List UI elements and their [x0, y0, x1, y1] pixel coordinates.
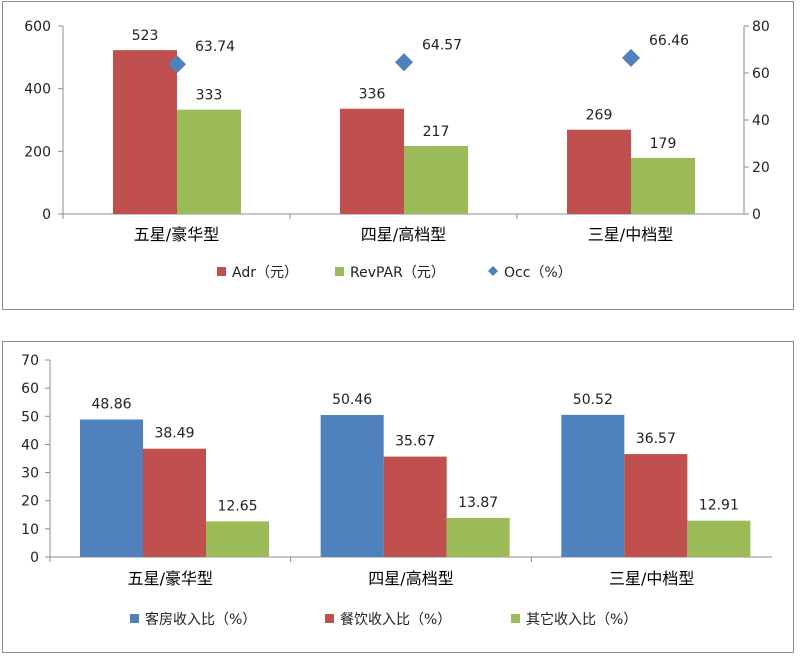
bar-revpar — [177, 109, 241, 214]
data-label-occ: 66.46 — [649, 33, 689, 49]
chart-panel-top: 0 200 400 600 0 20 40 60 80 五星/豪华型 523 333 63.74 四星/高… — [2, 1, 794, 310]
x-category-label: 三星/中档型 — [588, 225, 673, 244]
legend-swatch-room — [130, 614, 139, 623]
marker-occ — [395, 53, 413, 72]
y-tick-label: 40 — [21, 437, 39, 453]
bar-room — [561, 414, 625, 557]
y-tick-label-right: 20 — [752, 160, 770, 176]
y-tick-label-left: 600 — [24, 19, 51, 35]
data-label-room: 48.86 — [91, 396, 131, 412]
data-label-adr: 336 — [359, 87, 386, 103]
bar-food — [143, 448, 206, 557]
data-label-room: 50.52 — [573, 392, 613, 408]
bar-other — [206, 521, 269, 557]
y-tick-label: 20 — [21, 494, 39, 510]
x-category-label: 五星/豪华型 — [128, 569, 213, 588]
data-label-food: 36.57 — [636, 431, 676, 447]
x-category-label: 四星/高档型 — [368, 569, 453, 588]
bar-food — [383, 456, 447, 557]
legend-swatch-food — [325, 614, 334, 623]
marker-occ — [622, 48, 640, 67]
bar-adr — [567, 129, 631, 214]
y-tick-label: 0 — [30, 550, 39, 566]
marker-occ — [168, 55, 186, 74]
data-label-food: 38.49 — [154, 426, 194, 442]
data-label-occ: 64.57 — [422, 37, 462, 53]
data-label-adr: 269 — [586, 108, 613, 124]
y-tick-label: 60 — [21, 381, 39, 397]
y-tick-label: 30 — [21, 466, 39, 482]
x-category-label: 五星/豪华型 — [134, 225, 219, 244]
bar-adr — [340, 108, 404, 214]
data-label-other: 12.91 — [699, 498, 739, 514]
data-label-other: 12.65 — [217, 498, 257, 514]
y-tick-label: 50 — [21, 409, 39, 425]
data-label-revpar: 217 — [423, 124, 450, 140]
bar-room — [320, 414, 384, 557]
x-category-label: 四星/高档型 — [361, 225, 446, 244]
y-tick-label-right: 60 — [752, 66, 770, 82]
legend-swatch-other — [511, 614, 520, 623]
y-tick-label-left: 200 — [24, 144, 51, 160]
data-label-other: 13.87 — [458, 495, 498, 511]
hotel-revenue-ratio-chart: 0 10 20 30 40 50 60 70 五星/豪华型 48.86 38.49 12.65 四星/高… — [21, 353, 772, 628]
y-tick-label-right: 80 — [752, 19, 770, 35]
legend-swatch-revpar — [335, 267, 344, 276]
y-tick-label: 10 — [21, 522, 39, 538]
bar-adr — [113, 50, 177, 215]
legend-label: Occ（%） — [504, 265, 572, 281]
data-label-room: 50.46 — [332, 392, 372, 408]
y-tick-label-left: 400 — [24, 82, 51, 98]
hotel-adr-revpar-occ-chart: 0 200 400 600 0 20 40 60 80 五星/豪华型 523 333 63.74 四星/高… — [24, 19, 770, 281]
y-tick-label-right: 0 — [752, 207, 761, 223]
bar-room — [80, 419, 143, 557]
y-tick-label-right: 40 — [752, 113, 770, 129]
bar-food — [624, 454, 688, 557]
y-tick-label: 70 — [21, 353, 39, 369]
legend-label: RevPAR（元） — [350, 265, 445, 281]
data-label-occ: 63.74 — [195, 39, 235, 55]
legend-swatch-occ — [488, 266, 498, 276]
bar-revpar — [404, 146, 468, 214]
data-label-food: 35.67 — [395, 434, 435, 450]
legend-label: Adr（元） — [232, 265, 298, 281]
legend-label: 客房收入比（%） — [145, 611, 256, 628]
data-label-adr: 523 — [132, 28, 159, 44]
chart-panel-bottom: 0 10 20 30 40 50 60 70 五星/豪华型 48.86 38.49 12.65 四星/高… — [2, 341, 794, 653]
y-tick-label-left: 0 — [42, 207, 51, 223]
bar-other — [446, 517, 510, 557]
legend-label: 其它收入比（%） — [526, 611, 637, 628]
bar-revpar — [631, 157, 695, 214]
bar-other — [687, 520, 751, 557]
x-category-label: 三星/中档型 — [609, 569, 694, 588]
legend-swatch-adr — [217, 267, 226, 276]
data-label-revpar: 333 — [196, 88, 223, 104]
legend-label: 餐饮收入比（%） — [340, 612, 451, 628]
data-label-revpar: 179 — [650, 136, 677, 152]
